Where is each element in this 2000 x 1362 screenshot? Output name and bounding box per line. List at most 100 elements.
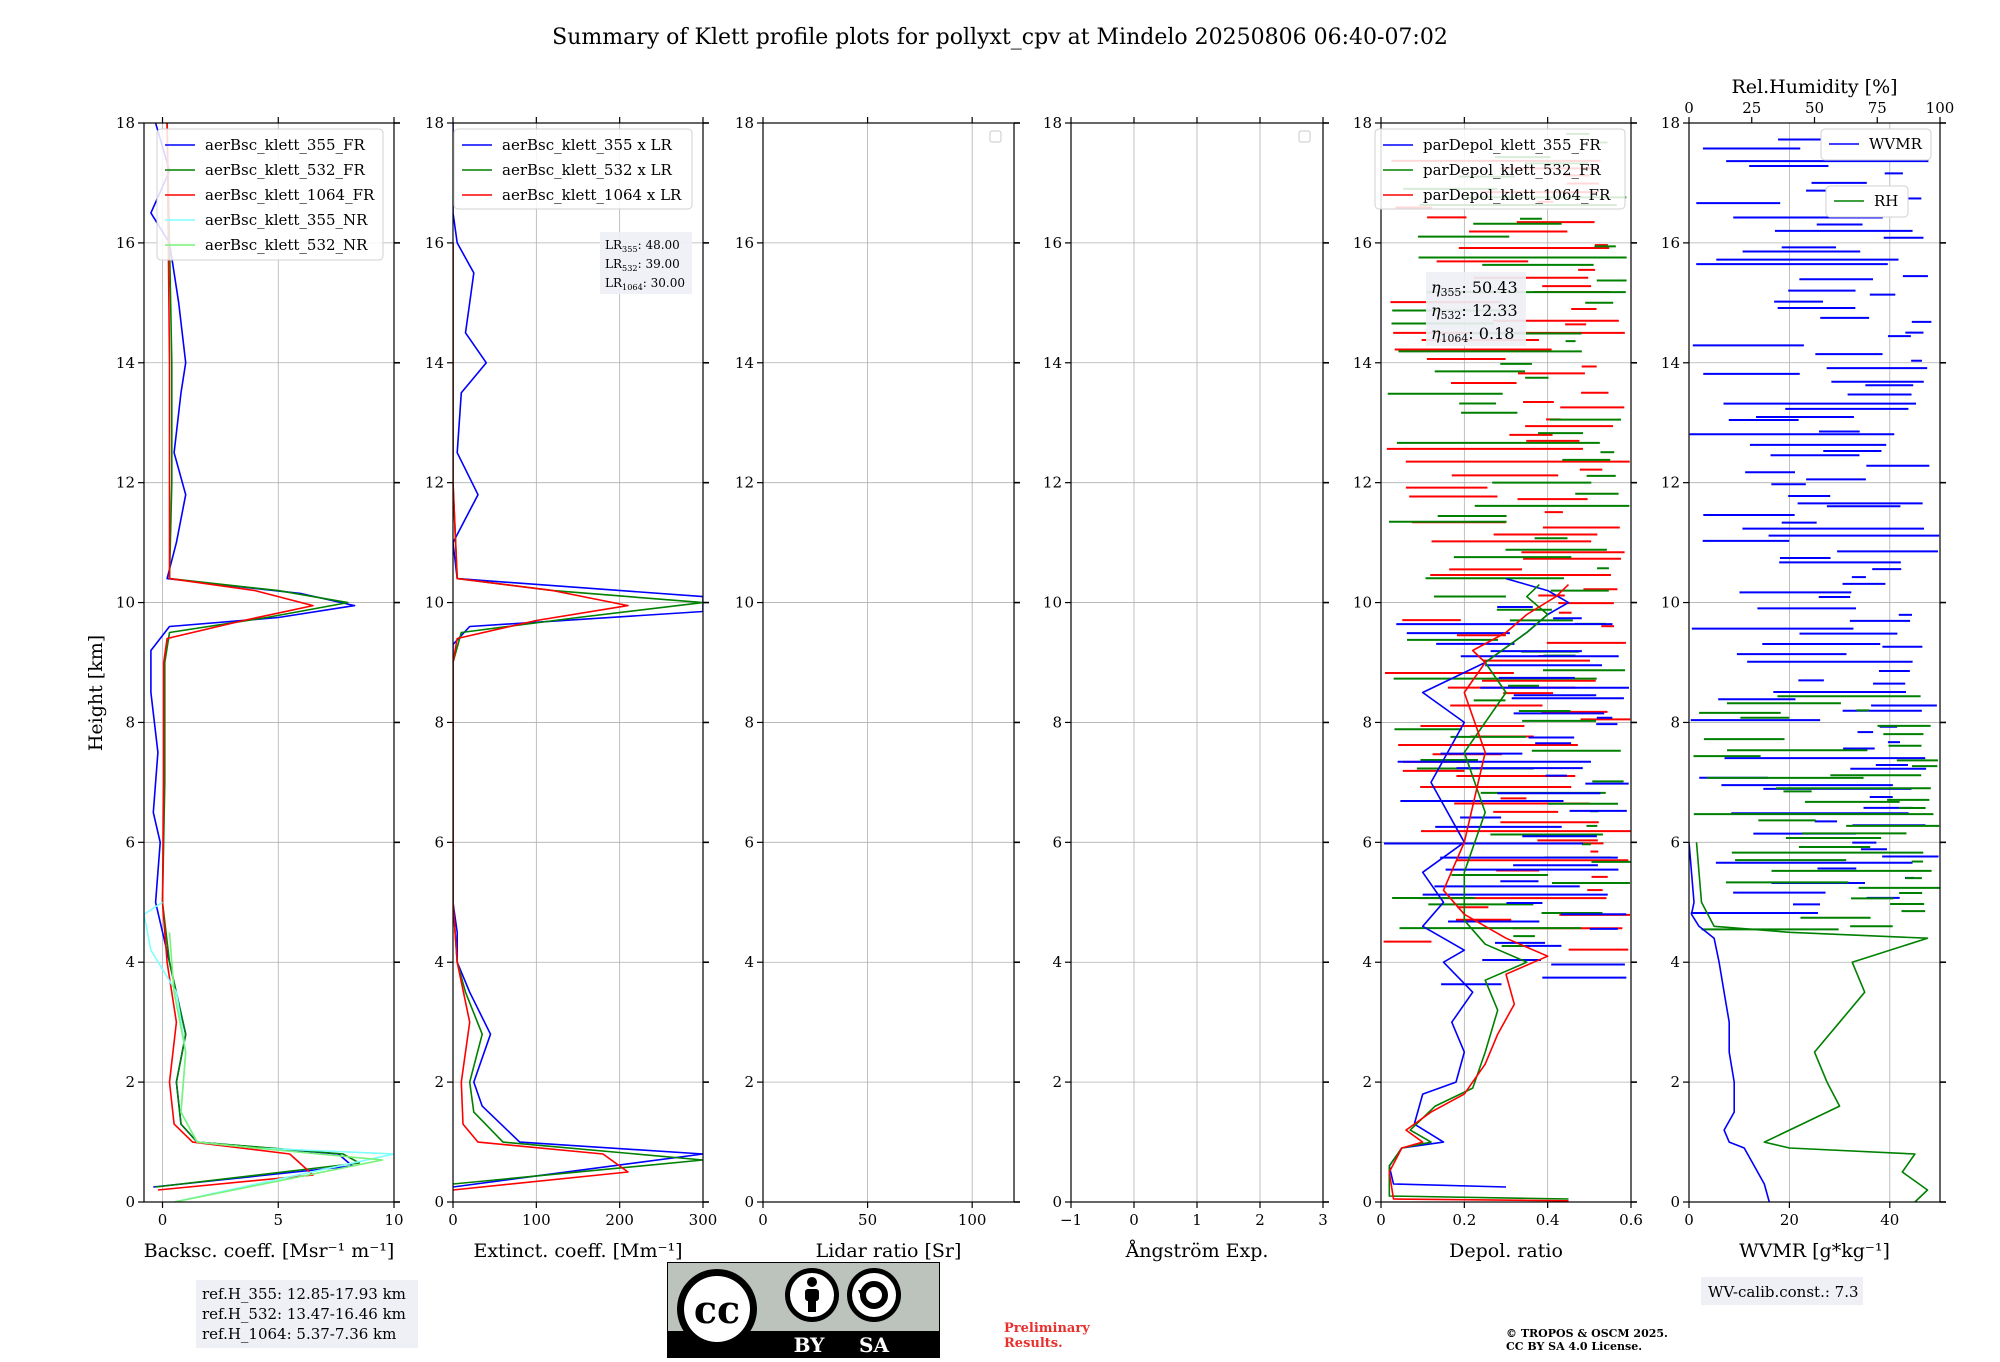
y-tick-label: 16 (1661, 234, 1680, 252)
y-tick-label: 8 (125, 713, 135, 731)
by-person-icon (785, 1268, 839, 1322)
legend-box (1374, 128, 1626, 210)
legend-box (1820, 128, 1932, 161)
x-axis-label: Extinct. coeff. [Mm⁻¹] (473, 1240, 682, 1262)
x2-tick-label: 25 (1742, 99, 1761, 117)
panel-extinction: 0 100 200 300 0 2 4 6 8 10 12 14 16 18 Extinct. coeff.… (425, 114, 717, 1262)
legend-label: aerBsc_klett_355 x LR (502, 136, 673, 154)
y-tick-label: 2 (1052, 1073, 1062, 1091)
y-tick-label: 0 (1670, 1193, 1680, 1211)
x-tick-label: 2 (1255, 1211, 1265, 1229)
x2-axis-label: Rel.Humidity [%] (1731, 76, 1897, 98)
copyright-line-2: CC BY SA 4.0 License. (1506, 1340, 1643, 1353)
series-line-WVMR (1689, 842, 1771, 1202)
preliminary-note: Preliminary Results. (1004, 1321, 1090, 1351)
y-tick-label: 12 (1661, 474, 1680, 492)
preliminary-line-2: Results. (1004, 1336, 1063, 1351)
y-tick-label: 10 (425, 594, 444, 612)
x-tick-label: 100 (522, 1211, 551, 1229)
y-tick-label: 6 (434, 833, 444, 851)
y-tick-label: 12 (116, 474, 135, 492)
y-tick-label: 4 (125, 953, 135, 971)
series-line-aerBsc_klett_532_FR (155, 123, 361, 1188)
legend-label: parDepol_klett_532_FR (1423, 161, 1601, 179)
annotation-text: η532: 12.33 (1431, 301, 1518, 322)
y-tick-label: 4 (1670, 953, 1680, 971)
legend-box (1825, 185, 1909, 218)
y-tick-label: 4 (1052, 953, 1062, 971)
y-tick-label: 14 (1661, 354, 1680, 372)
plot-area (144, 123, 394, 1202)
x-tick-label: 0 (1129, 1211, 1139, 1229)
plot-area (453, 123, 703, 1191)
panel-depol: 0 0.2 0.4 0.6 0 2 4 6 8 10 12 14 16 18 Depol. ratio par… (1353, 114, 1643, 1262)
legend-label: aerBsc_klett_355_FR (205, 136, 365, 154)
y-tick-label: 0 (125, 1193, 135, 1211)
legend-label: parDepol_klett_1064_FR (1423, 186, 1611, 204)
x-axis-label: Depol. ratio (1449, 1240, 1563, 1262)
legend-label: aerBsc_klett_1064_FR (205, 186, 375, 204)
x-tick-label: 0.6 (1619, 1211, 1643, 1229)
y-tick-label: 16 (425, 234, 444, 252)
y-tick-label: 12 (735, 474, 754, 492)
annotation-text: η355: 50.43 (1431, 278, 1518, 299)
x-tick-label: 10 (384, 1211, 403, 1229)
x-tick-label: 0 (758, 1211, 768, 1229)
y-tick-label: 12 (1043, 474, 1062, 492)
ref-height-532: ref.H_532: 13.47-16.46 km (202, 1305, 406, 1323)
x-tick-label: 0 (1376, 1211, 1386, 1229)
annotation-text: LR1064: 30.00 (605, 276, 685, 292)
y-tick-label: 2 (1362, 1073, 1372, 1091)
y-tick-label: 8 (1052, 713, 1062, 731)
x2-tick-label: 75 (1868, 99, 1887, 117)
wv-calib-box: WV-calib.const.: 7.3 (1701, 1277, 1863, 1305)
series-line-aerBsc_klett_355 x LR (453, 123, 703, 1188)
y-tick-label: 16 (1043, 234, 1062, 252)
empty-legend (1298, 130, 1311, 143)
badge-label-sa: SA (859, 1333, 889, 1357)
y-tick-label: 10 (1353, 594, 1372, 612)
y-tick-label: 14 (425, 354, 444, 372)
legend-label: RH (1874, 192, 1898, 210)
y-tick-label: 6 (1362, 833, 1372, 851)
x-tick-label: 0 (1684, 1211, 1694, 1229)
y-tick-label: 18 (1353, 114, 1372, 132)
y-tick-label: 8 (744, 713, 754, 731)
y-tick-label: 18 (1043, 114, 1062, 132)
y-tick-label: 2 (1670, 1073, 1680, 1091)
x-tick-label: 20 (1780, 1211, 1799, 1229)
series-line-parDepol_klett_355_FR (1388, 577, 1570, 1188)
annotation-text: LR532: 39.00 (605, 257, 680, 273)
y-tick-label: 2 (125, 1073, 135, 1091)
y-tick-label: 18 (116, 114, 135, 132)
y-tick-label: 8 (1362, 713, 1372, 731)
cc-icon: cc (677, 1269, 757, 1349)
copyright-note: © TROPOS & OSCM 2025. CC BY SA 4.0 Licen… (1506, 1327, 1668, 1353)
axes-frame (762, 122, 1015, 1203)
wv-calib-text: WV-calib.const.: 7.3 (1708, 1283, 1859, 1301)
y-tick-label: 0 (744, 1193, 754, 1211)
x-tick-label: 1 (1192, 1211, 1202, 1229)
x-axis-label: Lidar ratio [Sr] (816, 1240, 962, 1262)
series-line-aerBsc_klett_1064 x LR (453, 242, 629, 1191)
figure-title: Summary of Klett profile plots for polly… (552, 25, 1448, 50)
x-tick-label: 0 (158, 1211, 168, 1229)
y-tick-label: 10 (116, 594, 135, 612)
y-tick-label: 6 (1670, 833, 1680, 851)
series-line-RH (1695, 842, 1929, 1202)
y-tick-label: 6 (125, 833, 135, 851)
y-tick-label: 14 (1043, 354, 1062, 372)
y-tick-label: 16 (1353, 234, 1372, 252)
y-axis-label: Height [km] (85, 635, 107, 751)
x-axis-label: WVMR [g*kg⁻¹] (1739, 1240, 1890, 1262)
x-tick-label: −1 (1060, 1211, 1082, 1229)
y-tick-label: 0 (1052, 1193, 1062, 1211)
y-tick-label: 8 (1670, 713, 1680, 731)
series-line-parDepol_klett_532_FR (1388, 584, 1569, 1200)
y-tick-label: 14 (1353, 354, 1372, 372)
ref-heights-bg (196, 1280, 418, 1348)
panel-backscatter: 0 5 10 0 2 4 6 8 10 12 14 16 18 Backsc. coeff. [Msr⁻¹… (116, 114, 404, 1262)
x-tick-label: 200 (605, 1211, 634, 1229)
